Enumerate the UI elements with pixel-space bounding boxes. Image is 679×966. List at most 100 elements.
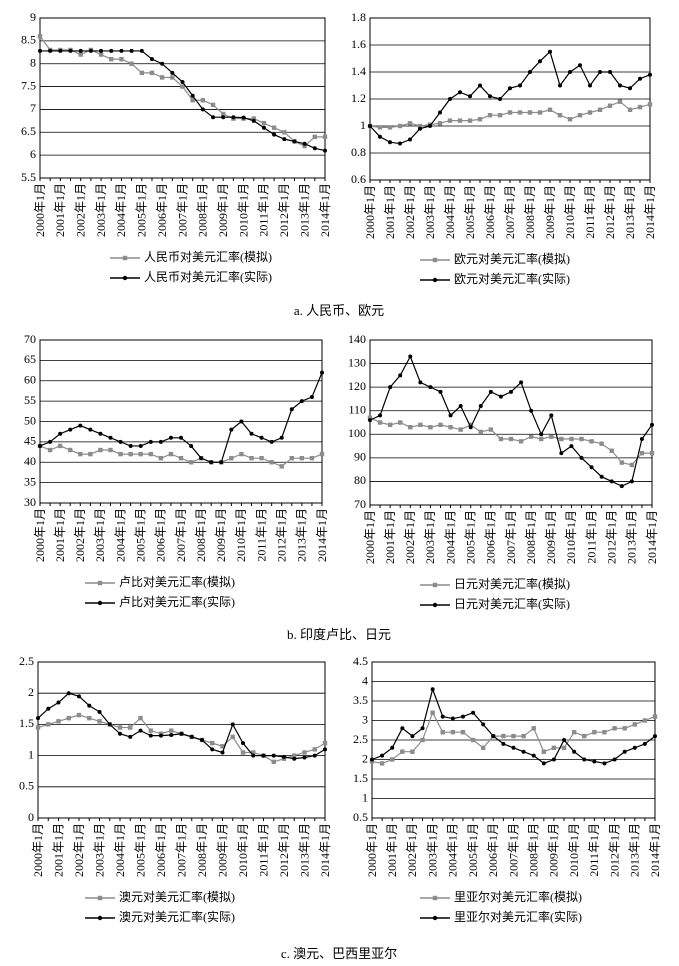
marker <box>210 102 216 108</box>
marker <box>292 753 297 758</box>
marker <box>179 731 184 736</box>
marker <box>420 726 425 731</box>
x-tick-label: 2009年1月 <box>216 183 230 237</box>
marker <box>549 434 554 439</box>
marker <box>259 435 264 440</box>
marker <box>562 738 567 742</box>
marker <box>648 72 652 77</box>
marker <box>437 121 443 126</box>
marker <box>450 716 455 721</box>
marker <box>582 757 587 762</box>
marker <box>531 726 536 731</box>
plot-frame <box>39 17 326 179</box>
marker <box>68 48 73 53</box>
marker <box>211 115 216 120</box>
series-line <box>40 50 326 152</box>
marker <box>219 460 224 465</box>
x-tick-label: 2003年1月 <box>92 823 106 877</box>
marker <box>160 61 165 66</box>
marker <box>632 745 637 750</box>
legend-label: 人民币对美元汇率(模拟) <box>144 249 272 264</box>
marker <box>579 455 584 460</box>
marker <box>78 451 83 457</box>
x-tick-label: 2009年1月 <box>543 185 557 239</box>
marker <box>639 450 645 456</box>
y-tick-label: 0 <box>28 810 34 824</box>
marker <box>48 439 53 444</box>
x-tick-label: 2000年1月 <box>363 185 377 239</box>
legend-label: 日元对美元汇率(实际) <box>454 596 570 611</box>
y-tick-label: 2 <box>28 685 34 699</box>
marker <box>539 436 544 442</box>
marker <box>261 753 266 758</box>
x-tick-label: 2005年1月 <box>463 510 477 564</box>
marker <box>129 61 134 66</box>
marker <box>312 146 317 151</box>
y-tick-label: 4.5 <box>353 654 368 668</box>
marker <box>292 139 297 144</box>
marker <box>450 730 456 735</box>
marker <box>190 93 195 98</box>
legend-marker <box>97 895 103 901</box>
marker <box>279 464 284 469</box>
marker <box>138 451 143 457</box>
x-tick-label: 2003年1月 <box>93 508 107 562</box>
marker <box>507 110 513 115</box>
marker <box>77 694 81 699</box>
x-tick-label: 2002年1月 <box>73 508 87 562</box>
marker <box>407 121 413 126</box>
marker <box>388 385 393 390</box>
marker <box>608 70 612 74</box>
x-tick-label: 2008年1月 <box>195 823 209 877</box>
marker <box>38 443 42 448</box>
marker <box>97 719 102 724</box>
marker <box>56 719 61 724</box>
y-tick-label: 2.5 <box>353 732 368 746</box>
x-tick-label: 2010年1月 <box>567 823 581 877</box>
marker <box>460 714 465 719</box>
legend-label: 欧元对美元汇率(实际) <box>454 271 570 286</box>
x-tick-label: 2002年1月 <box>405 823 419 877</box>
series-line <box>37 692 326 760</box>
marker <box>572 749 577 754</box>
marker <box>368 418 372 423</box>
marker <box>78 423 83 428</box>
marker <box>302 141 307 146</box>
marker <box>139 70 144 76</box>
y-tick-label: 80 <box>354 473 366 487</box>
marker <box>571 730 577 735</box>
marker <box>470 737 476 743</box>
x-tick-label: 2010年1月 <box>236 183 250 237</box>
marker <box>607 103 613 108</box>
marker <box>229 455 234 461</box>
marker <box>261 125 266 130</box>
x-tick-label: 2009年1月 <box>544 510 558 564</box>
marker <box>478 404 483 408</box>
marker <box>420 737 425 743</box>
marker <box>531 753 536 758</box>
x-tick-label: 2011年1月 <box>583 185 597 239</box>
marker <box>148 451 153 457</box>
y-tick-label: 100 <box>348 426 366 440</box>
marker <box>377 125 383 130</box>
x-tick-label: 2013年1月 <box>623 185 637 239</box>
x-tick-label: 2006年1月 <box>484 510 498 564</box>
marker <box>652 714 658 719</box>
y-tick-label: 0.8 <box>351 145 366 159</box>
marker <box>259 455 264 461</box>
x-tick-label: 2012年1月 <box>277 183 291 237</box>
x-tick-label: 2012年1月 <box>604 510 618 564</box>
marker <box>509 389 513 394</box>
marker <box>602 730 607 735</box>
marker <box>323 747 327 752</box>
marker <box>239 419 244 424</box>
x-tick-label: 2001年1月 <box>53 508 67 562</box>
marker <box>400 726 405 731</box>
marker <box>497 113 503 118</box>
y-tick-label: 2.5 <box>19 654 34 668</box>
x-tick-label: 2013年1月 <box>295 508 309 562</box>
caption: c. 澳元、巴西里亚尔 <box>281 946 397 961</box>
marker <box>653 734 657 739</box>
x-tick-label: 2014年1月 <box>645 510 659 564</box>
marker <box>468 94 472 99</box>
